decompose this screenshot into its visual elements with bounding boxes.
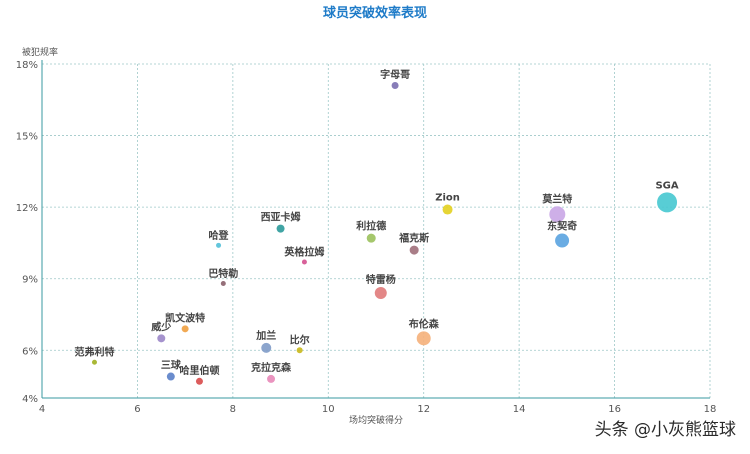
x-axis-label: 场均突破得分 — [349, 414, 403, 426]
y-tick-label: 18% — [16, 60, 38, 71]
data-point — [91, 359, 97, 365]
data-point — [166, 372, 175, 381]
data-point — [374, 287, 387, 300]
point-label: 字母哥 — [380, 68, 410, 81]
x-tick-label: 6 — [134, 404, 140, 415]
point-label: SGA — [655, 180, 678, 191]
data-point — [391, 81, 399, 89]
data-point — [216, 242, 222, 248]
x-tick-label: 10 — [322, 404, 335, 415]
data-point — [195, 377, 203, 385]
y-axis-label: 被犯规率 — [22, 46, 58, 58]
data-point — [181, 325, 189, 333]
point-label: 布伦森 — [409, 317, 440, 330]
data-point — [301, 259, 307, 265]
data-point — [157, 334, 166, 343]
y-tick-label: 12% — [16, 203, 38, 214]
point-label: 克拉克森 — [251, 361, 292, 374]
point-label: 莫兰特 — [541, 192, 572, 205]
x-tick-label: 12 — [417, 404, 430, 415]
point-label: 范弗利特 — [74, 346, 114, 359]
x-tick-label: 14 — [513, 404, 526, 415]
point-label: 英格拉姆 — [283, 246, 324, 259]
point-label: 巴特勒 — [208, 267, 238, 280]
data-point — [267, 374, 276, 383]
point-label: 哈里伯顿 — [179, 364, 219, 377]
data-point — [261, 342, 272, 353]
x-tick-label: 18 — [704, 404, 717, 415]
data-point — [416, 331, 431, 346]
data-point — [296, 347, 303, 354]
data-point — [220, 280, 226, 286]
point-label: 特雷杨 — [366, 273, 396, 286]
point-label: 哈登 — [209, 229, 230, 242]
point-label: 福克斯 — [398, 232, 429, 245]
data-point — [366, 233, 376, 243]
data-point — [276, 224, 285, 233]
data-point — [549, 206, 566, 223]
x-tick-label: 16 — [608, 404, 621, 415]
point-label: 西亚卡姆 — [261, 211, 301, 224]
point-label: 比尔 — [290, 333, 310, 346]
x-tick-label: 8 — [230, 404, 236, 415]
point-label: Zion — [435, 193, 460, 204]
data-point — [409, 245, 419, 255]
y-tick-label: 6% — [22, 346, 38, 357]
data-point — [555, 233, 570, 248]
point-label: 利拉德 — [356, 220, 386, 233]
point-label: 威少 — [151, 320, 171, 333]
y-tick-label: 15% — [16, 132, 38, 143]
y-tick-label: 9% — [22, 275, 38, 286]
point-label: 凯文波特 — [165, 311, 205, 324]
chart-title: 球员突破效率表现 — [322, 6, 427, 21]
point-label: 加兰 — [255, 329, 276, 342]
point-label: 三球 — [161, 359, 182, 372]
y-tick-label: 4% — [22, 394, 38, 405]
x-tick-label: 4 — [39, 404, 45, 415]
watermark: 头条 @小灰熊篮球 — [594, 420, 736, 440]
data-point — [657, 192, 678, 213]
point-label: 东契奇 — [547, 220, 577, 233]
data-point — [442, 204, 453, 215]
